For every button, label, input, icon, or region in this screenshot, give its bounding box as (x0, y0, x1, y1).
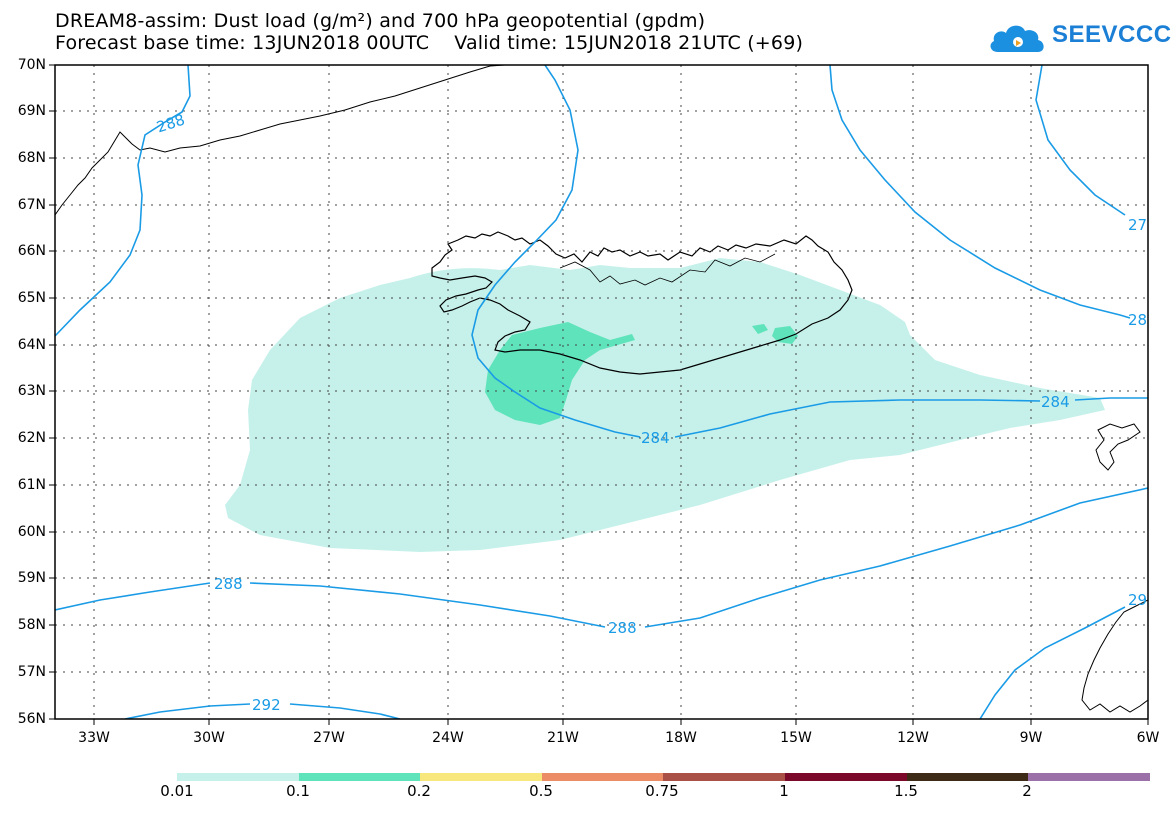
contour-label: 284 (641, 429, 670, 447)
contour-north-east-2 (1035, 65, 1126, 216)
lat-label: 68N (17, 150, 46, 166)
lon-label: 30W (193, 730, 225, 746)
map-title: DREAM8-assim: Dust load (g/m²) and 700 h… (55, 10, 706, 32)
lon-label: 33W (78, 730, 110, 746)
scotland-coast (1081, 599, 1148, 713)
lon-label: 12W (897, 730, 929, 746)
lon-label: 15W (780, 730, 812, 746)
axis-ticks (49, 64, 1149, 725)
lat-label: 69N (17, 103, 46, 119)
colorbar-swatch (298, 773, 421, 781)
colorbar-label: 1 (779, 782, 789, 800)
colorbar-swatch (785, 773, 907, 781)
geopotential-contours (55, 65, 1148, 719)
lon-label: 9W (1019, 730, 1043, 746)
contour-label: 288 (608, 619, 637, 637)
map-frame (54, 64, 1149, 720)
contour-label-edge: 27 (1128, 216, 1147, 234)
greenland-coast (55, 65, 506, 216)
lat-label: 64N (17, 337, 46, 353)
lat-label: 70N (17, 57, 46, 73)
lon-label: 18W (665, 730, 697, 746)
colorbar-label: 0.01 (160, 782, 194, 800)
lat-label: 56N (17, 711, 46, 727)
map-subtitle: Forecast base time: 13JUN2018 00UTC Vali… (55, 32, 804, 54)
lat-label: 60N (17, 524, 46, 540)
contour-284-east (674, 399, 1041, 438)
contour-label: 288 (154, 110, 187, 136)
colorbar-label: 2 (1022, 782, 1032, 800)
faroe-islands (1095, 423, 1141, 471)
contour-288-north-center (471, 65, 641, 438)
colorbar-label: 0.1 (286, 782, 310, 800)
lat-label: 57N (17, 664, 46, 680)
contour-label: 288 (214, 575, 243, 593)
colorbar-swatch (420, 773, 543, 781)
colorbar-swatch (177, 773, 299, 781)
contour-label: 292 (252, 696, 281, 714)
lon-label: 21W (547, 730, 579, 746)
lon-label: 6W (1136, 730, 1160, 746)
lon-label: 24W (432, 730, 464, 746)
lat-label: 61N (17, 477, 46, 493)
lat-label: 62N (17, 430, 46, 446)
contour-292-south (124, 703, 251, 719)
colorbar-swatch (663, 773, 786, 781)
dust-fill-mid (485, 322, 635, 425)
contour-label-edge: 28 (1128, 311, 1147, 329)
contour-south-east (979, 606, 1126, 719)
colorbar-swatch (1028, 773, 1151, 781)
contour-288-south (55, 582, 211, 611)
lon-label: 27W (313, 730, 345, 746)
lat-label: 66N (17, 243, 46, 259)
colorbar-swatch (541, 773, 664, 781)
colorbar-swatch (906, 773, 1029, 781)
contour-288-northwest (55, 65, 191, 337)
contour-north-east-1 (829, 65, 1131, 319)
lat-label: 67N (17, 197, 46, 213)
iceland-coast (431, 231, 853, 375)
contour-label: 284 (1041, 393, 1070, 411)
seevccc-logo: SEEVCCC (1052, 21, 1172, 48)
colorbar-label: 0.5 (529, 782, 553, 800)
lat-label: 58N (17, 617, 46, 633)
lat-label: 59N (17, 570, 46, 586)
cloud-icon (990, 25, 1044, 52)
dust-fill-low (225, 258, 1105, 552)
contour-label-edge: 29 (1128, 591, 1147, 609)
colorbar-label: 1.5 (894, 782, 918, 800)
lat-label: 63N (17, 383, 46, 399)
lat-label: 65N (17, 290, 46, 306)
colorbar-label: 0.75 (645, 782, 679, 800)
dust-fill-mid-east (752, 324, 798, 344)
grid (55, 65, 1148, 719)
colorbar-label: 0.2 (407, 782, 431, 800)
